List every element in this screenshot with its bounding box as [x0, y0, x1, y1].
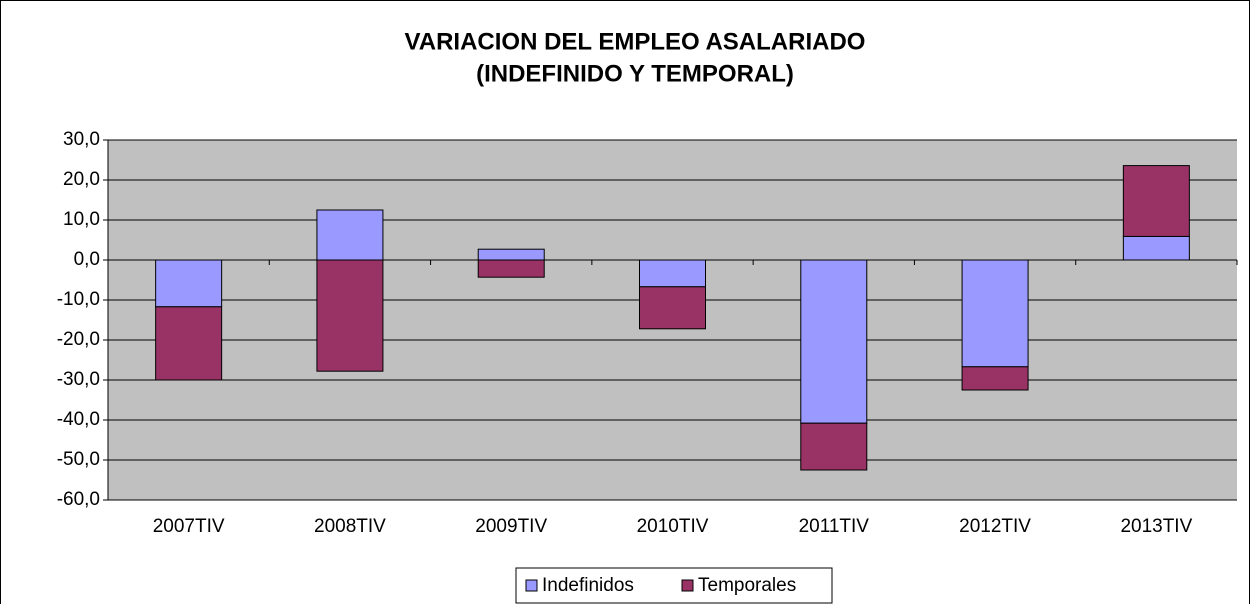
y-tick-label: 30,0: [63, 129, 100, 150]
legend-swatch: [525, 579, 538, 592]
bar: [155, 259, 223, 308]
y-tick-label: 0,0: [74, 249, 100, 270]
bar: [316, 209, 384, 261]
bar: [800, 259, 868, 424]
bar: [477, 259, 545, 278]
bar: [961, 366, 1029, 391]
chart-title: (INDEFINIDO Y TEMPORAL): [476, 60, 794, 87]
legend-label: Temporales: [698, 575, 796, 596]
bar: [1122, 165, 1190, 237]
chart-title: VARIACION DEL EMPLEO ASALARIADO: [405, 28, 866, 55]
x-tick-label: 2012TIV: [959, 516, 1031, 537]
y-tick-label: -10,0: [57, 289, 100, 310]
x-tick-label: 2013TIV: [1120, 516, 1192, 537]
bar: [477, 248, 545, 261]
legend-label: Indefinidos: [542, 575, 634, 596]
y-tick-label: -50,0: [57, 449, 100, 470]
y-tick-label: 10,0: [63, 209, 100, 230]
x-tick-label: 2010TIV: [637, 516, 709, 537]
bar: [155, 306, 223, 381]
bar: [800, 422, 868, 471]
x-tick-label: 2008TIV: [314, 516, 386, 537]
y-tick-label: 20,0: [63, 169, 100, 190]
y-tick-label: -40,0: [57, 409, 100, 430]
y-tick-label: -20,0: [57, 329, 100, 350]
y-tick-label: -60,0: [57, 489, 100, 510]
bar: [639, 259, 706, 288]
bar: [639, 286, 706, 330]
bar: [1122, 235, 1190, 261]
bar: [316, 259, 384, 372]
x-tick-label: 2007TIV: [153, 516, 225, 537]
legend-swatch: [681, 579, 694, 592]
x-tick-label: 2011TIV: [799, 516, 870, 537]
y-tick-label: -30,0: [57, 369, 100, 390]
x-tick-label: 2009TIV: [475, 516, 547, 537]
bar: [961, 259, 1029, 368]
legend-box: [515, 567, 833, 604]
